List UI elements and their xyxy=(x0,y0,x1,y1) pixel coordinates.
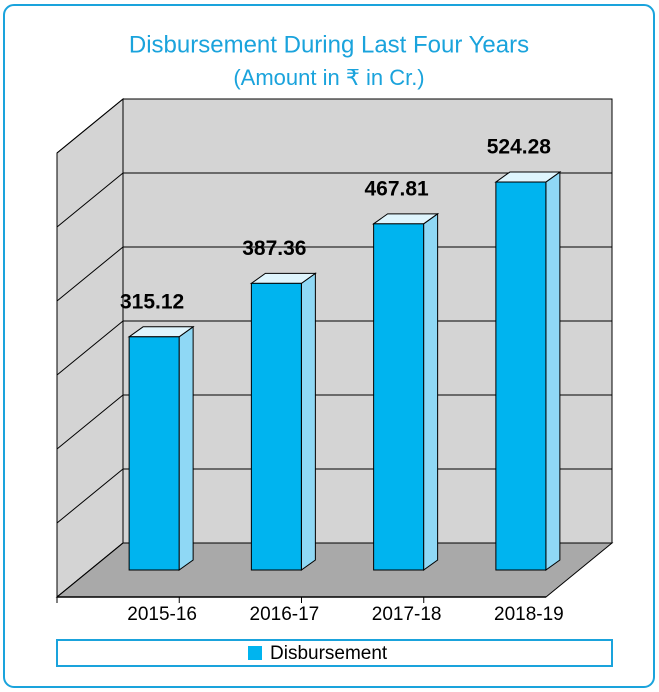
data-label: 387.36 xyxy=(242,237,306,260)
bar-side xyxy=(545,171,561,571)
grid-line xyxy=(56,98,612,154)
chart-title: Disbursement During Last Four Years xyxy=(129,31,529,58)
data-label: 315.12 xyxy=(120,290,184,313)
grid-line xyxy=(56,320,612,376)
bar xyxy=(373,223,425,571)
grid-line xyxy=(56,542,612,598)
grid-line xyxy=(56,246,612,302)
grid-line xyxy=(56,172,612,228)
bar-side xyxy=(300,272,316,571)
x-tick-label: 2015-16 xyxy=(127,604,197,625)
bar-side xyxy=(178,325,194,571)
bar xyxy=(495,181,547,571)
x-tick-label: 2017-18 xyxy=(372,604,442,625)
legend xyxy=(56,639,613,667)
legend-label: Disbursement xyxy=(270,643,388,664)
chart-subtitle: (Amount in ₹ in Cr.) xyxy=(233,65,424,90)
bar-side xyxy=(423,212,439,571)
grid-line xyxy=(56,468,612,524)
x-tick-label: 2016-17 xyxy=(250,604,320,625)
bar xyxy=(128,336,180,571)
data-label: 467.81 xyxy=(365,177,430,200)
grid-line xyxy=(56,394,612,450)
data-label: 524.28 xyxy=(487,136,552,159)
x-tick-label: 2018-19 xyxy=(494,604,564,625)
bar xyxy=(250,282,302,571)
legend-swatch xyxy=(248,646,262,660)
